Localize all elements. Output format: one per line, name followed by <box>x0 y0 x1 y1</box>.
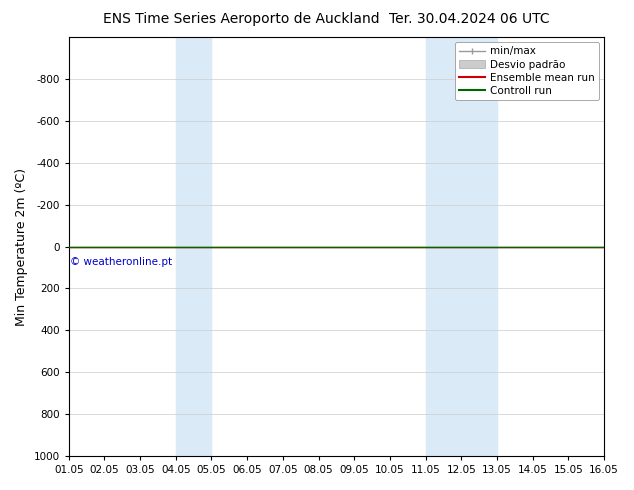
Text: © weatheronline.pt: © weatheronline.pt <box>70 257 172 267</box>
Legend: min/max, Desvio padrão, Ensemble mean run, Controll run: min/max, Desvio padrão, Ensemble mean ru… <box>455 42 599 100</box>
Text: ENS Time Series Aeroporto de Auckland: ENS Time Series Aeroporto de Auckland <box>103 12 379 26</box>
Bar <box>425 37 497 456</box>
Bar <box>176 37 212 456</box>
Text: Ter. 30.04.2024 06 UTC: Ter. 30.04.2024 06 UTC <box>389 12 550 26</box>
Y-axis label: Min Temperature 2m (ºC): Min Temperature 2m (ºC) <box>15 168 28 325</box>
